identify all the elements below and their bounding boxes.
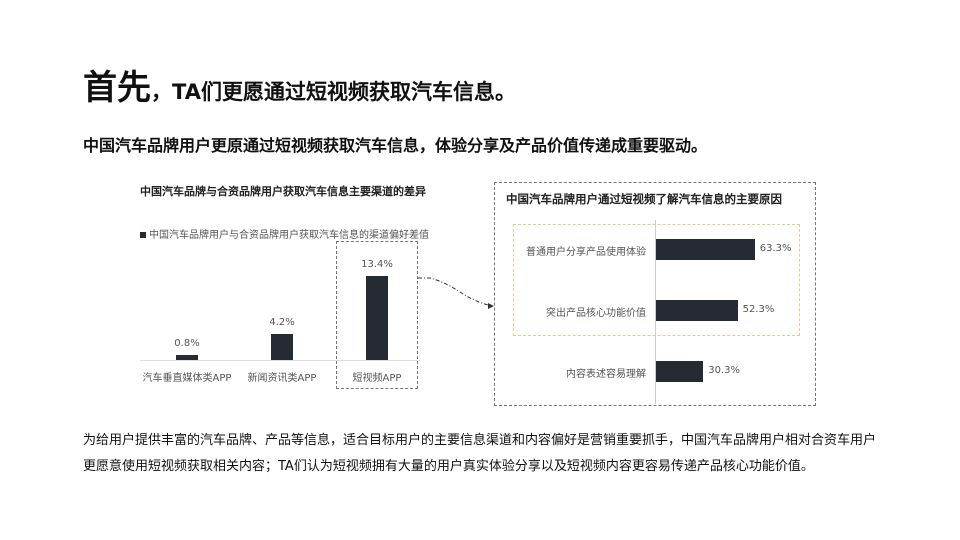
data-label: 4.2% — [269, 316, 295, 328]
data-label: 0.8% — [174, 337, 200, 349]
right-chart-title: 中国汽车品牌用户通过短视频了解汽车信息的主要原因 — [506, 192, 782, 206]
category-label: 汽车垂直媒体类APP — [142, 373, 232, 384]
bar — [656, 239, 755, 260]
subtitle: 中国汽车品牌用户更原通过短视频获取汽车信息，体验分享及产品价值传递成重要驱动。 — [83, 136, 708, 155]
bar — [656, 361, 704, 382]
x-axis — [140, 360, 420, 361]
category-label: 突出产品核心功能价值 — [546, 308, 646, 319]
legend-label: 中国汽车品牌用户与合资品牌用户获取汽车信息的渠道偏好差值 — [149, 230, 429, 241]
title-rest: TA们更愿通过短视频获取汽车信息。 — [172, 80, 516, 104]
legend-swatch — [140, 232, 146, 238]
category-label: 内容表述容易理解 — [566, 369, 646, 380]
y-axis — [655, 220, 656, 404]
highlight-box-reasons — [513, 224, 800, 336]
left-chart-title: 中国汽车品牌与合资品牌用户获取汽车信息主要渠道的差异 — [140, 185, 426, 198]
page-title: 首先，TA们更愿通过短视频获取汽车信息。 — [83, 60, 516, 109]
left-chart-legend: 中国汽车品牌用户与合资品牌用户获取汽车信息的渠道偏好差值 — [140, 226, 429, 241]
category-label: 短视频APP — [352, 373, 402, 384]
bar — [271, 333, 293, 360]
highlight-box — [336, 241, 418, 389]
category-label: 普通用户分享产品使用体验 — [526, 247, 646, 258]
data-label: 30.3% — [708, 365, 741, 376]
data-label: 13.4% — [361, 258, 393, 270]
title-lead: 首先 — [83, 68, 151, 108]
right-chart-box — [494, 182, 816, 406]
data-label: 63.3% — [759, 243, 792, 254]
bar — [176, 354, 198, 360]
title-punct: ， — [151, 80, 172, 104]
data-label: 52.3% — [742, 304, 775, 315]
category-label: 新闻资讯类APP — [247, 373, 317, 384]
bar — [366, 275, 388, 360]
bar — [656, 300, 738, 321]
body-paragraph: 为给用户提供丰富的汽车品牌、产品等信息，适合目标用户的主要信息渠道和内容偏好是营… — [83, 433, 877, 474]
